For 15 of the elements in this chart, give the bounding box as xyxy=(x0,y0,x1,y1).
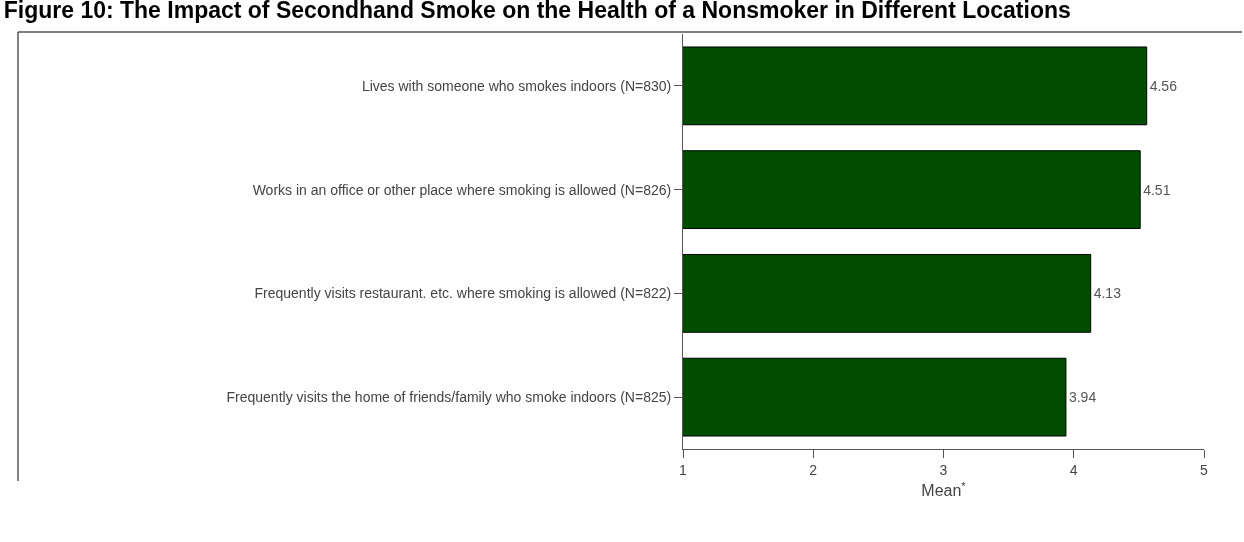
x-tick-label: 3 xyxy=(939,461,948,478)
y-tick-label: Frequently visits restaurant. etc. where smoking is allowed (N=822) xyxy=(254,285,672,302)
x-tick-label: 2 xyxy=(809,461,818,478)
data-label: 4.56 xyxy=(1149,77,1178,94)
data-label: 3.94 xyxy=(1068,389,1097,406)
x-tick-label: 5 xyxy=(1200,461,1209,478)
data-label: 4.51 xyxy=(1143,181,1171,198)
x-tick-label: 4 xyxy=(1069,461,1078,478)
y-tick-label: Works in an office or other place where smoking is allowed (N=826) xyxy=(252,181,672,198)
y-tick-label: Frequently visits the home of friends/family who smoke indoors (N=825) xyxy=(226,389,672,406)
chart-title: Figure 10: The Impact of Secondhand Smoke on the Health of a Nonsmoker in Different Locations xyxy=(3,0,1071,24)
y-tick-label: Lives with someone who smokes indoors (N=830) xyxy=(361,77,672,94)
x-axis-title: Mean$^{*}$ xyxy=(921,479,967,500)
x-tick-label: 1 xyxy=(679,461,688,478)
data-label: 4.13 xyxy=(1093,285,1122,302)
